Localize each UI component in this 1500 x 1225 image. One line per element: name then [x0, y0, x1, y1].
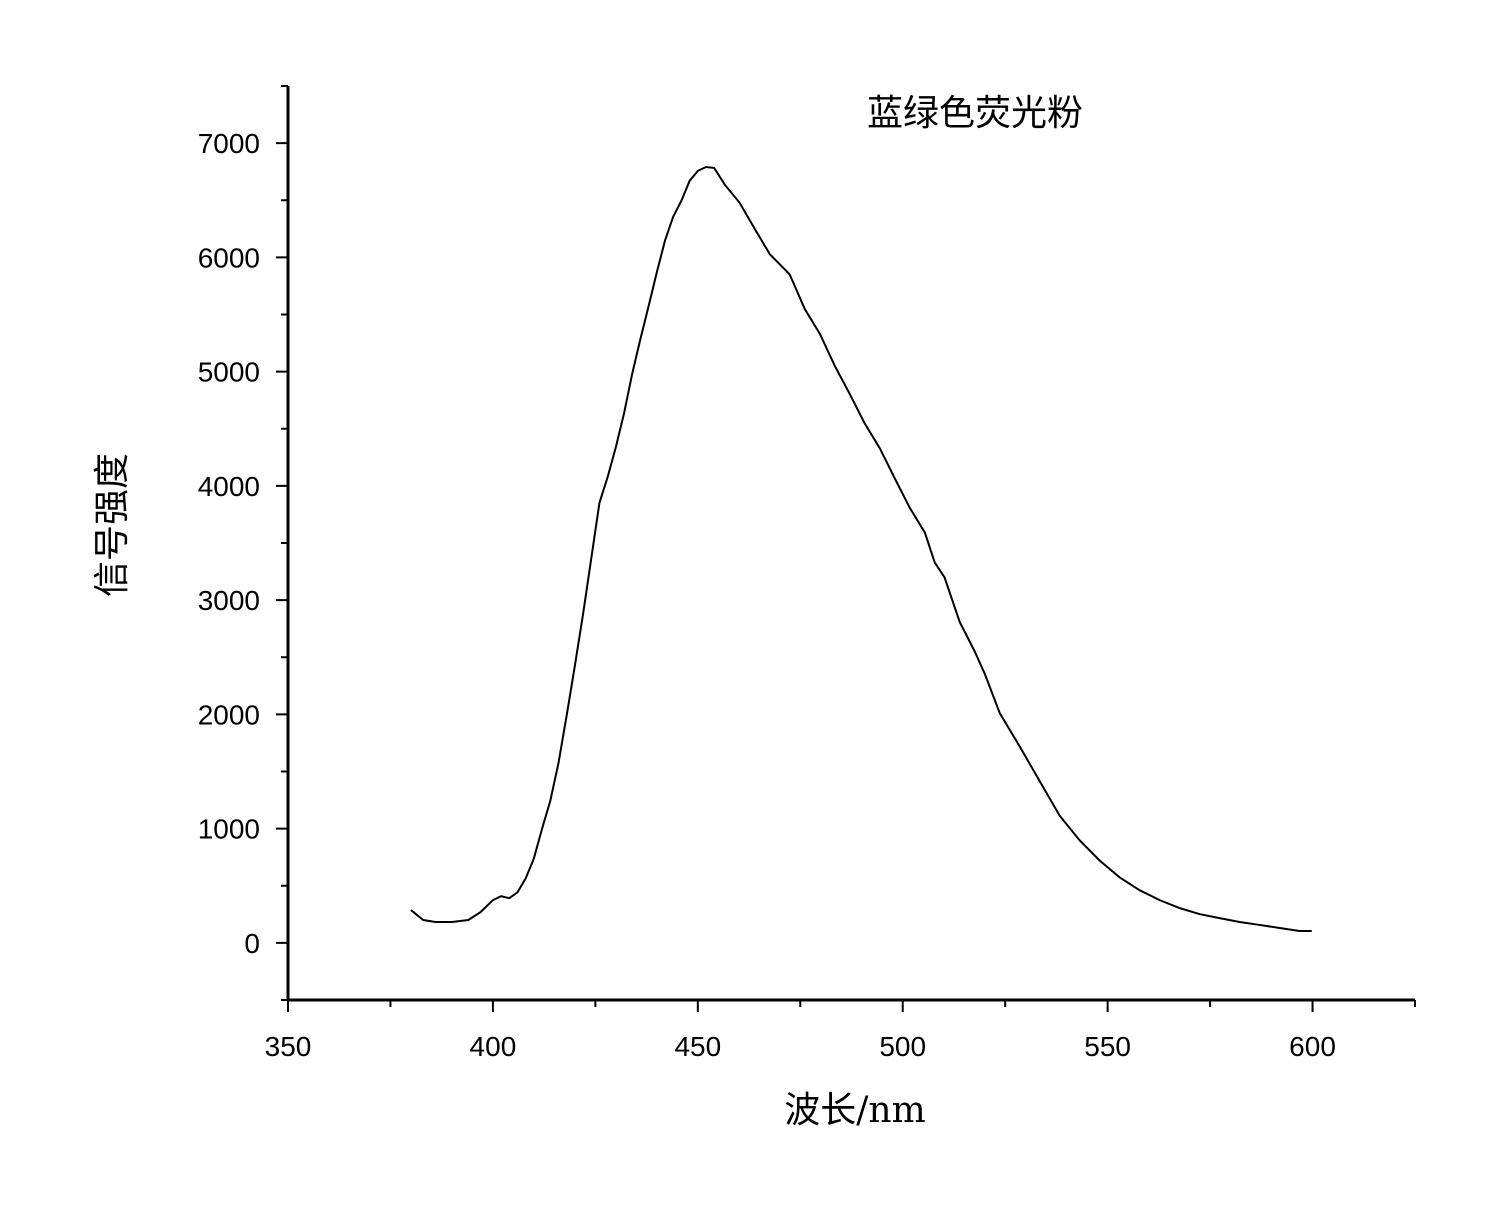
x-tick-label: 600 — [1289, 1031, 1336, 1062]
y-tick-label: 7000 — [198, 128, 260, 159]
x-tick-label: 500 — [879, 1031, 926, 1062]
y-tick-label: 4000 — [198, 471, 260, 502]
y-tick-label: 6000 — [198, 242, 260, 273]
y-tick-label: 3000 — [198, 585, 260, 616]
y-tick-label: 1000 — [198, 814, 260, 845]
y-axis-label: 信号强度 — [92, 453, 133, 597]
x-axis-label: 波长/nm — [784, 1090, 925, 1131]
y-tick-label: 5000 — [198, 357, 260, 388]
y-tick-label: 0 — [244, 928, 260, 959]
x-tick-label: 400 — [470, 1031, 517, 1062]
x-tick-label: 350 — [265, 1031, 312, 1062]
line-series — [410, 165, 1312, 932]
chart-title: 蓝绿色荧光粉 — [867, 93, 1083, 134]
x-tick-label: 550 — [1084, 1031, 1131, 1062]
x-tick-label: 450 — [674, 1031, 721, 1062]
y-tick-label: 2000 — [198, 699, 260, 730]
